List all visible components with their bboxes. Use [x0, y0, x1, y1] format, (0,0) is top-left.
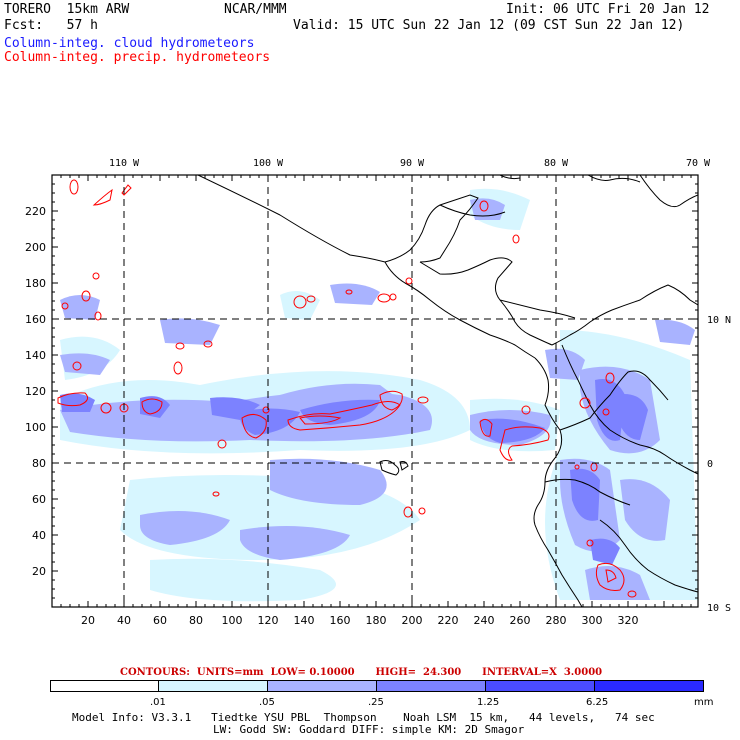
y-tick-label: 160: [25, 313, 46, 326]
y-tick-label: 40: [32, 529, 46, 542]
x-tick-label: 20: [81, 614, 95, 627]
graticule: [52, 175, 698, 607]
latitude-label: 0: [707, 459, 713, 470]
contours-note: CONTOURS: UNITS=mm LOW= 0.10000 HIGH= 24…: [120, 667, 603, 678]
x-tick-label: 140: [294, 614, 315, 627]
longitude-label: 80 W: [544, 158, 569, 169]
color-bar-bin: [50, 680, 159, 692]
y-tick-label: 220: [25, 205, 46, 218]
y-tick-label: 120: [25, 385, 46, 398]
x-tick-label: 280: [546, 614, 567, 627]
longitude-label: 100 W: [253, 158, 284, 169]
color-bar-bin: [594, 680, 704, 692]
x-tick-label: 160: [330, 614, 351, 627]
color-bar-label: 6.25: [586, 697, 609, 708]
y-tick-label: 200: [25, 241, 46, 254]
model-info-line2: LW: Godd SW: Goddard DIFF: simple KM: 2D…: [213, 723, 525, 736]
cloud-legend-line: Column-integ. cloud hydrometeors: [4, 36, 255, 51]
color-bar-label: 1.25: [477, 697, 500, 708]
y-tick-label: 80: [32, 457, 46, 470]
model-info-line1: Model Info: V3.3.1 Tiedtke YSU PBL Thomp…: [72, 711, 655, 724]
longitude-label: 110 W: [109, 158, 140, 169]
x-tick-label: 260: [510, 614, 531, 627]
coastlines: [197, 175, 698, 607]
x-tick-label: 200: [402, 614, 423, 627]
x-tick-label: 80: [189, 614, 203, 627]
x-tick-label: 120: [258, 614, 279, 627]
color-bar-bin: [485, 680, 595, 692]
color-bar-label: .01: [150, 697, 166, 708]
x-tick-label: 60: [153, 614, 167, 627]
y-tick-label: 60: [32, 493, 46, 506]
color-bar-bin: [267, 680, 377, 692]
cloud-field: [60, 188, 698, 602]
y-tick-label: 20: [32, 565, 46, 578]
latitude-label: 10 S: [707, 603, 731, 614]
x-tick-label: 300: [582, 614, 603, 627]
model-name: TORERO 15km ARW: [4, 2, 130, 17]
longitude-label: 70 W: [686, 158, 711, 169]
x-tick-label: 100: [222, 614, 243, 627]
longitude-label: 90 W: [400, 158, 425, 169]
valid-time: Valid: 15 UTC Sun 22 Jan 12 (09 CST Sun …: [293, 18, 685, 33]
init-time: Init: 06 UTC Fri 20 Jan 12: [506, 2, 710, 17]
x-tick-label: 320: [618, 614, 639, 627]
color-bar-label: .05: [259, 697, 275, 708]
precip-legend-line: Column-integ. precip. hydrometeors: [4, 50, 271, 65]
y-tick-label: 180: [25, 277, 46, 290]
precip-contours: [57, 179, 637, 598]
x-tick-label: 180: [366, 614, 387, 627]
color-bar-bin: [158, 680, 268, 692]
organization: NCAR/MMM: [224, 2, 287, 17]
x-tick-label: 240: [474, 614, 495, 627]
x-tick-label: 220: [438, 614, 459, 627]
forecast-hour: Fcst: 57 h: [4, 18, 98, 33]
latitude-label: 10 N: [707, 315, 731, 326]
color-bar-unit: mm: [694, 697, 714, 708]
x-tick-label: 40: [117, 614, 131, 627]
y-tick-label: 100: [25, 421, 46, 434]
color-bar-label: .25: [368, 697, 384, 708]
color-bar-bin: [376, 680, 486, 692]
y-tick-label: 140: [25, 349, 46, 362]
